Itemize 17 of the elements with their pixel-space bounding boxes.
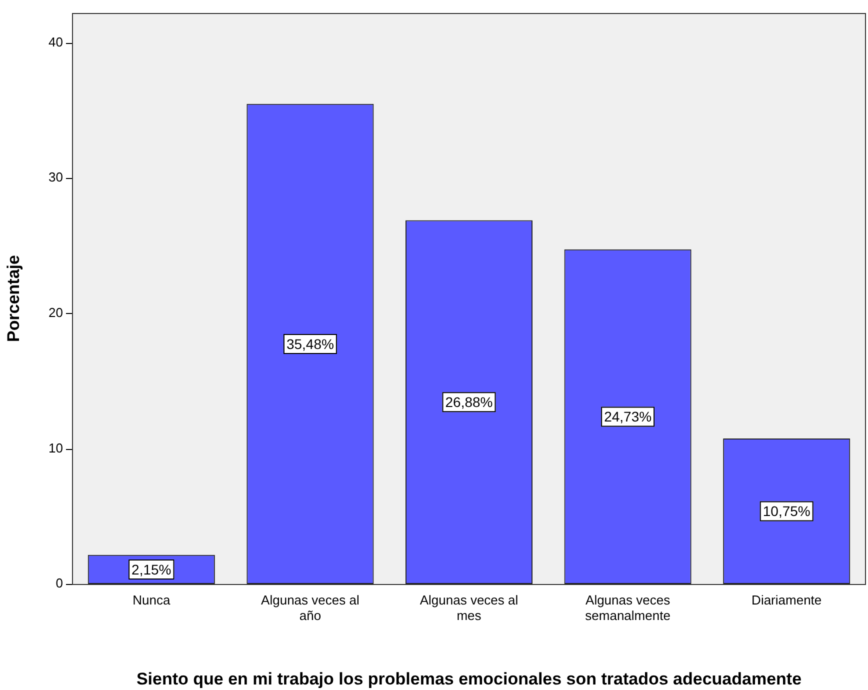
y-tick-label: 30: [48, 170, 63, 185]
data-label: 24,73%: [604, 408, 652, 425]
y-tick-label: 10: [48, 440, 63, 456]
data-label: 26,88%: [445, 394, 493, 410]
data-label: 35,48%: [286, 336, 334, 352]
data-label: 10,75%: [762, 503, 810, 520]
x-tick-label: Diariamente: [752, 592, 822, 608]
x-tick-label: Algunas veces semanalmente: [585, 592, 671, 623]
x-tick-label: Nunca: [132, 592, 171, 608]
x-tick-label: Algunas veces al año: [261, 592, 360, 623]
y-tick-label: 40: [48, 34, 63, 50]
x-tick-label: Algunas veces al mes: [420, 592, 518, 623]
y-tick-label: 20: [48, 304, 63, 320]
y-axis-title: Porcentaje: [4, 255, 23, 342]
x-axis-title: Siento que en mi trabajo los problemas emocionales son tratados adecuadamente: [136, 669, 802, 688]
y-tick-label: 0: [56, 576, 63, 591]
data-label: 2,15%: [132, 561, 172, 578]
